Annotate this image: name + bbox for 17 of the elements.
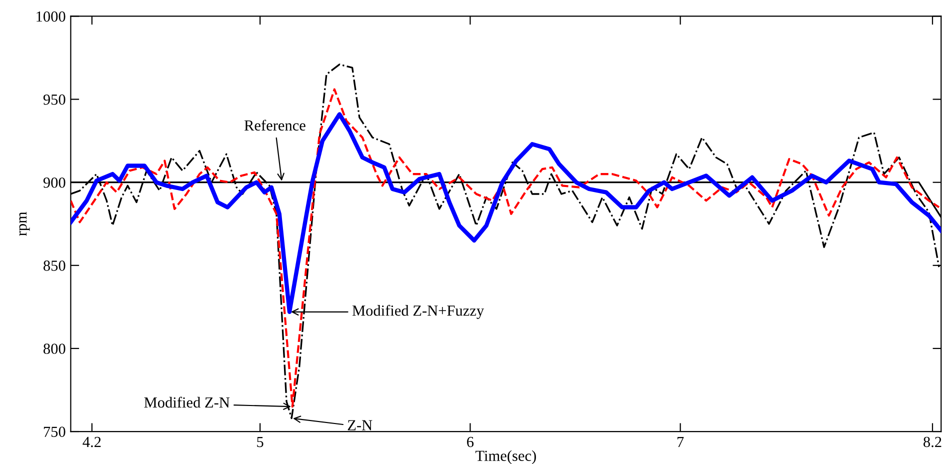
y-tick-label: 800: [44, 344, 66, 354]
annotation: Modified Z-N+Fuzzy: [352, 304, 484, 319]
y-tick-label: 950: [43, 94, 66, 105]
x-axis-title: Time(sec): [476, 450, 536, 464]
y-tick-label: 900: [43, 177, 66, 188]
y-tick-label: 850: [44, 260, 66, 271]
x-tick-label: 7: [678, 436, 684, 447]
y-tick-label: 750: [44, 426, 66, 437]
annotation: Modified Z-N: [144, 396, 230, 408]
x-tick-label: 8.2: [924, 436, 942, 448]
y-tick-label: 1000: [36, 11, 66, 22]
x-tick-label: 5: [257, 436, 264, 448]
x-tick-label: 4.2: [82, 436, 101, 448]
x-tick-label: 6: [467, 436, 474, 448]
y-axis-title: rpm: [19, 212, 30, 236]
annotation: Reference: [244, 120, 306, 131]
annotation: Z-N: [348, 420, 372, 430]
